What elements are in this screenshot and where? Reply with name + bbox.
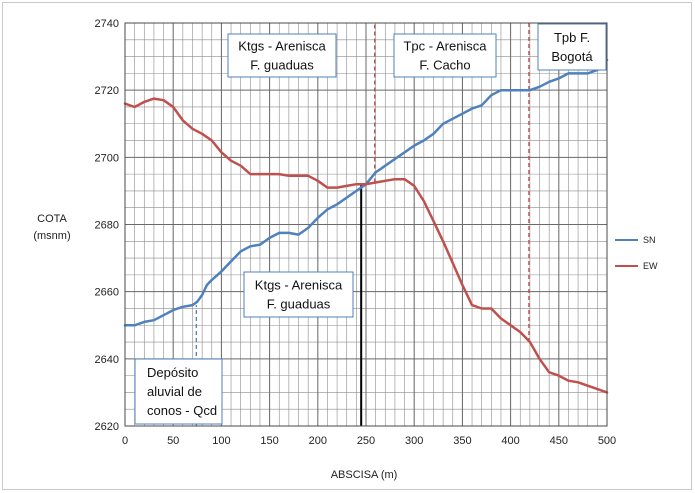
- x-tick-label: 100: [212, 435, 230, 447]
- x-tick-label: 150: [260, 435, 278, 447]
- annotation-text: Ktgs - Arenisca: [255, 278, 343, 293]
- annotation-text: Ktgs - Arenisca: [238, 39, 326, 54]
- y-tick-label: 2680: [95, 220, 119, 232]
- legend-label-sn: SN: [643, 235, 656, 245]
- plot-border: [124, 22, 608, 427]
- y-tick-label: 2740: [95, 18, 119, 30]
- tick-labels: 0 50 100 150 200 250 300 350 400 450 500 2620 2640 26…: [95, 18, 617, 447]
- annotation-text: Tpb F.: [554, 30, 590, 45]
- annotation-text: Bogotá: [551, 49, 593, 64]
- y-axis-label-line2: (msnm): [33, 230, 70, 242]
- legend-label-ew: EW: [643, 261, 658, 271]
- x-axis-label: ABSCISA (m): [331, 469, 398, 481]
- x-tick-label: 0: [122, 435, 128, 447]
- x-tick-label: 500: [598, 435, 616, 447]
- annotations: Ktgs - Arenisca F. guaduas Tpc - Arenisca F…: [134, 23, 607, 425]
- y-tick-label: 2640: [95, 354, 119, 366]
- x-tick-label: 50: [167, 435, 179, 447]
- annotation-box: [243, 271, 354, 318]
- x-tick-label: 450: [550, 435, 568, 447]
- y-tick-label: 2620: [95, 421, 119, 433]
- x-tick-label: 250: [357, 435, 375, 447]
- annotation-box: [134, 358, 223, 425]
- y-tick-label: 2700: [95, 152, 119, 164]
- annotation-text: Tpc - Arenisca: [403, 39, 487, 54]
- x-tick-label: 350: [453, 435, 471, 447]
- legend: SN EW: [615, 235, 658, 271]
- y-axis-label-line1: COTA: [37, 213, 67, 225]
- series-line-ew: [123, 97, 609, 394]
- annotation-text: F. guaduas: [250, 58, 314, 73]
- annotation-text: F. Cacho: [419, 58, 470, 73]
- annotation-text: Depósito: [147, 365, 198, 380]
- vertical-markers: [195, 23, 530, 426]
- y-tick-label: 2720: [95, 85, 119, 97]
- x-tick-label: 300: [405, 435, 423, 447]
- y-tick-label: 2660: [95, 287, 119, 299]
- annotation-box: [227, 33, 337, 78]
- annotation-text: aluvial de: [147, 384, 202, 399]
- plot-area-border: [124, 22, 608, 427]
- series-layer: [123, 58, 609, 394]
- x-tick-label: 200: [309, 435, 327, 447]
- series-line-sn: [123, 58, 609, 327]
- annotation-text: F. guaduas: [267, 297, 331, 312]
- x-tick-label: 400: [501, 435, 519, 447]
- annotation-box: [537, 23, 607, 71]
- annotation-text: conos - Qcd: [147, 403, 217, 418]
- annotation-box: [393, 33, 497, 78]
